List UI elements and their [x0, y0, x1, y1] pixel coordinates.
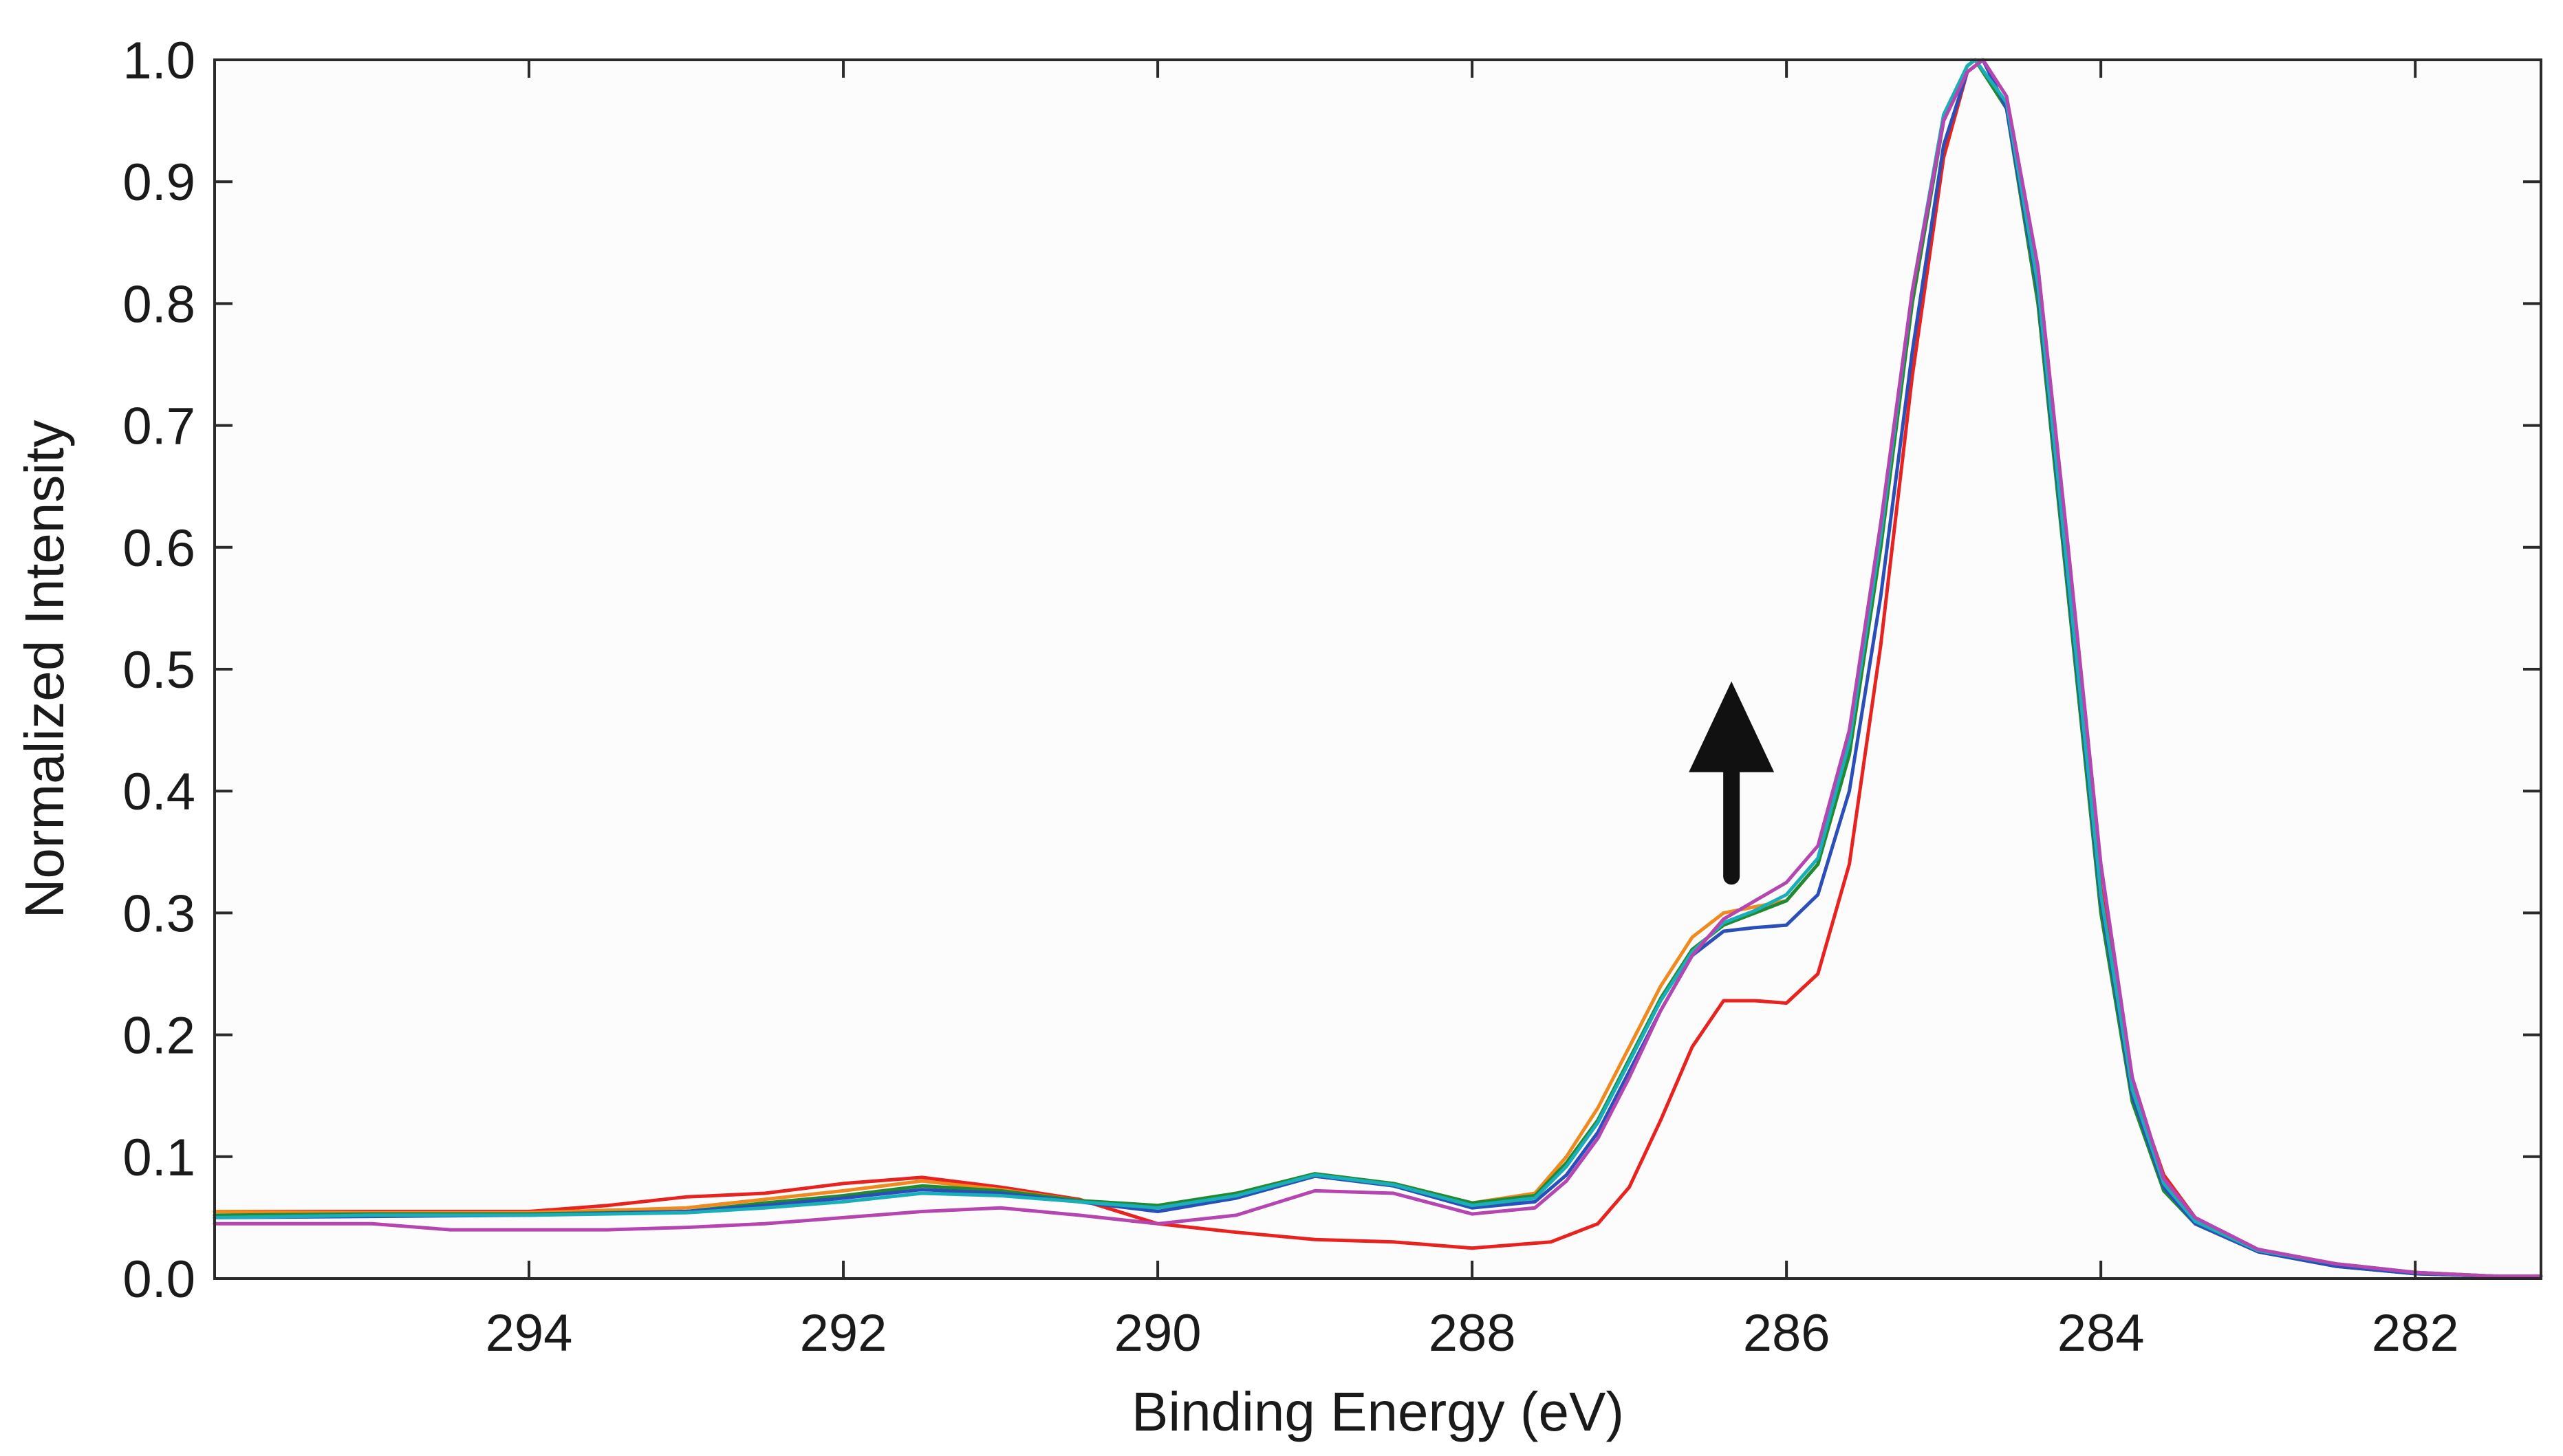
y-tick-label: 0.7 [122, 398, 195, 456]
x-tick-label: 282 [2372, 1304, 2459, 1362]
x-axis-title: Binding Energy (eV) [1132, 1381, 1624, 1442]
annotation-layer [1689, 681, 1775, 885]
series-line-teal [213, 58, 2543, 1278]
arrow-head [1689, 681, 1775, 772]
x-tick-label: 294 [486, 1304, 573, 1362]
series-line-green [213, 58, 2543, 1278]
plot-frame [213, 58, 2542, 1280]
series-line-magenta [213, 58, 2543, 1278]
y-tick-label: 0.6 [122, 519, 195, 578]
x-tick-label: 284 [2057, 1304, 2145, 1362]
series-layer [213, 58, 2543, 1278]
x-tick-label: 286 [1743, 1304, 1830, 1362]
up-arrow-annotation [1689, 681, 1775, 885]
y-tick-label: 0.9 [122, 153, 195, 212]
ticks-layer: 294 292 290 288 286 284 282 0.0 0.1 0.2 0.3 0.4 0.5 0… [122, 32, 2541, 1362]
y-tick-label: 0.1 [122, 1129, 195, 1187]
series-line-blue [213, 58, 2543, 1278]
x-tick-label: 288 [1429, 1304, 1516, 1362]
y-tick-label: 0.4 [122, 763, 195, 821]
x-tick-label: 292 [800, 1304, 887, 1362]
y-axis-title: Normalized Intensity [14, 420, 75, 919]
y-tick-label: 1.0 [122, 32, 195, 90]
y-tick-label: 0.0 [122, 1250, 195, 1309]
y-tick-label: 0.3 [122, 884, 195, 943]
y-tick-label: 0.5 [122, 641, 195, 699]
y-tick-label: 0.2 [122, 1007, 195, 1065]
x-tick-label: 290 [1114, 1304, 1202, 1362]
plot-area [215, 60, 2541, 1279]
y-tick-label: 0.8 [122, 275, 195, 334]
